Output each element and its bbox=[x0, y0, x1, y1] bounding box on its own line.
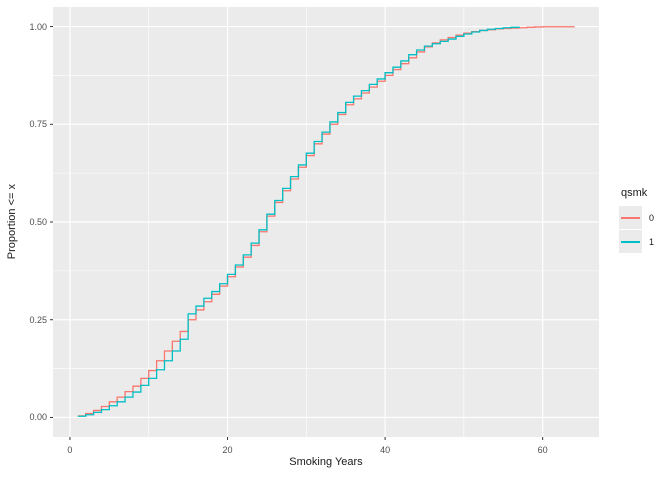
legend-entry-qsmk-1: 1 bbox=[619, 230, 654, 253]
legend-key-box-0 bbox=[619, 206, 642, 229]
ecdf-line-qsmk-1 bbox=[77, 26, 520, 417]
legend-title: qsmk bbox=[621, 187, 648, 199]
legend: qsmk 0 1 bbox=[619, 187, 654, 254]
legend-label-1: 1 bbox=[649, 236, 655, 247]
legend-key-line-icon-1 bbox=[621, 240, 640, 243]
x-axis-title: Smoking Years bbox=[289, 456, 363, 468]
y-axis-title-wrap: Proportion <= x bbox=[2, 7, 22, 437]
legend-label-0: 0 bbox=[649, 212, 655, 223]
legend-entry-qsmk-0: 0 bbox=[619, 206, 654, 229]
legend-key-line-icon-0 bbox=[621, 216, 640, 219]
y-axis-title: Proportion <= x bbox=[6, 184, 18, 260]
legend-key-box-1 bbox=[619, 230, 642, 253]
